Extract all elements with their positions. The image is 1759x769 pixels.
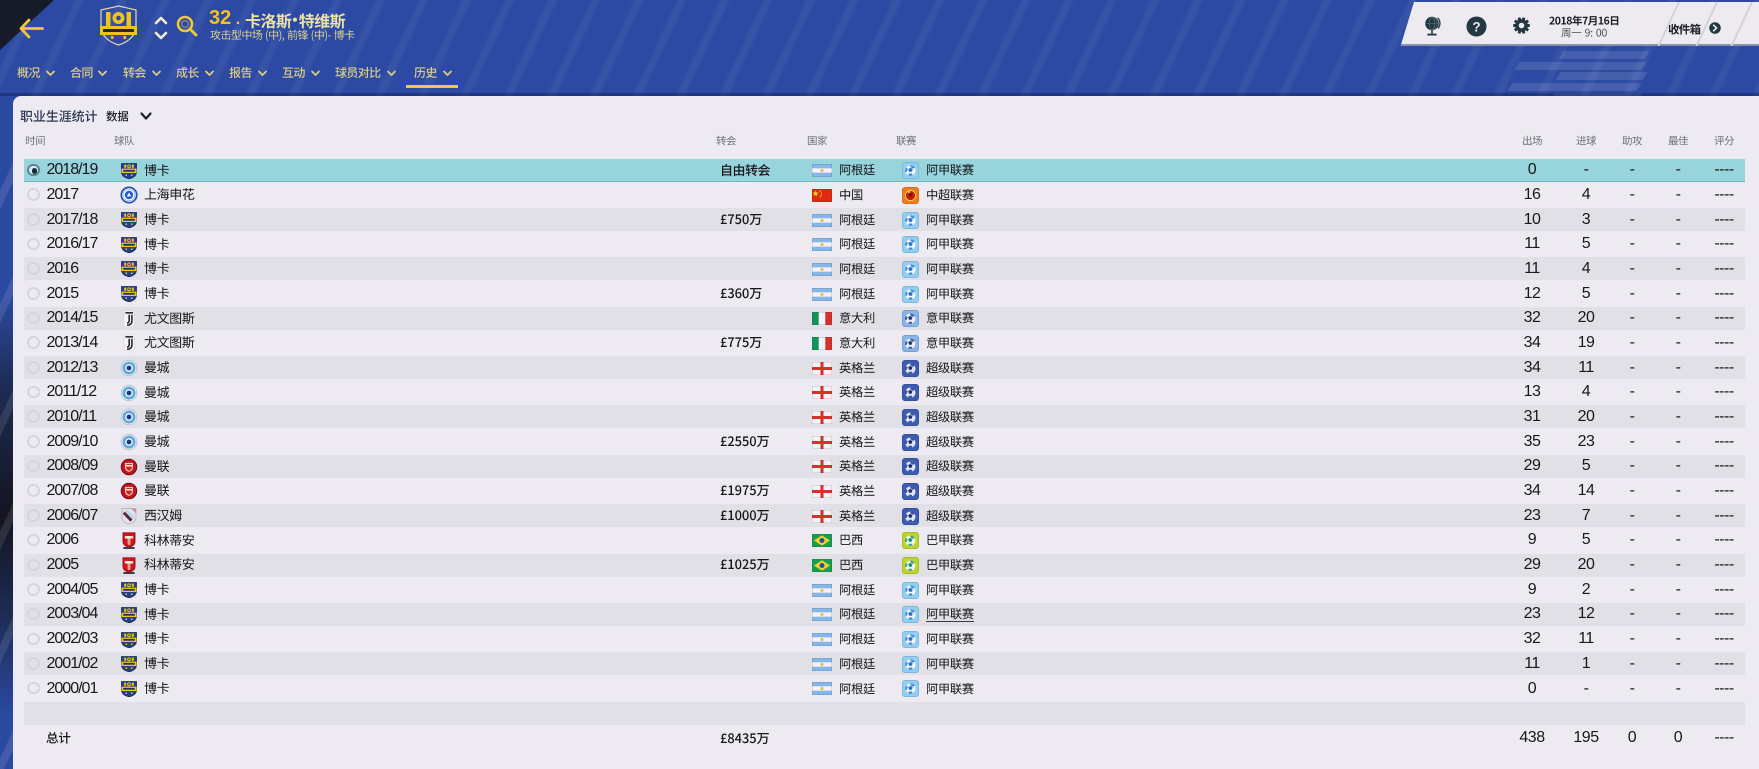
svg-text:?: ?: [1472, 19, 1480, 34]
